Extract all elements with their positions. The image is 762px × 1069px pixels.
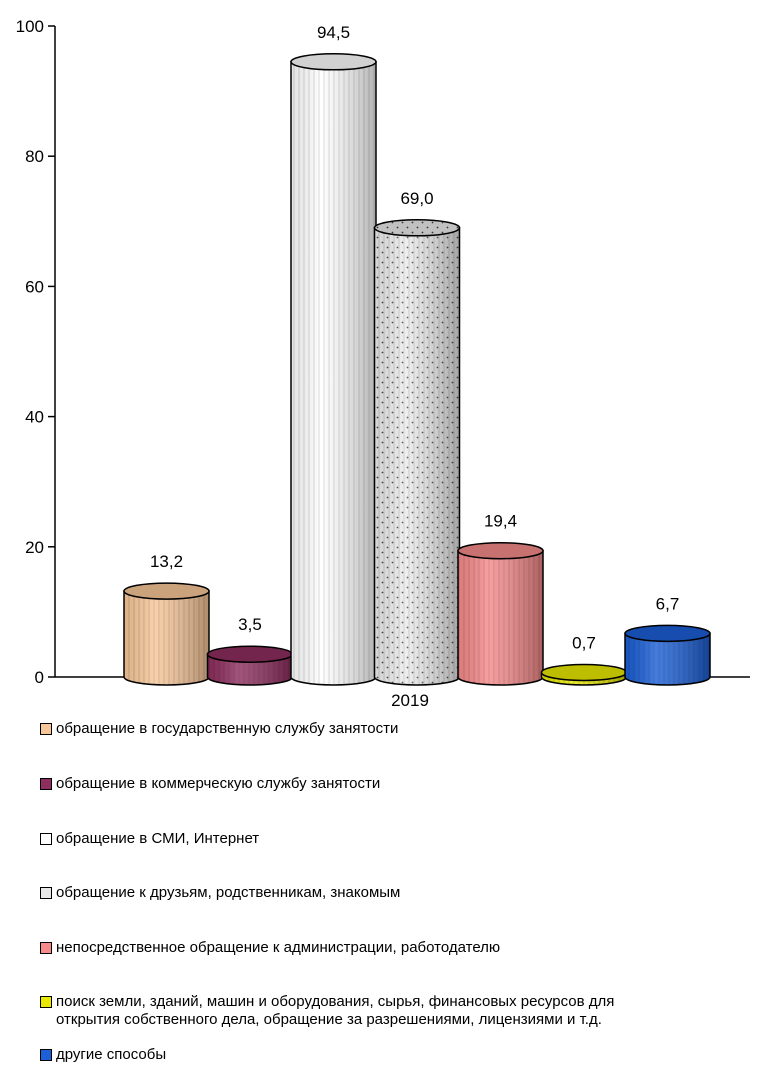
legend-item: непосредственное обращение к администрац…	[40, 939, 500, 957]
legend-swatch	[40, 942, 52, 954]
data-labels: 13,2 3,5 94,5 69,0 19,4 0,7 6,7	[150, 23, 679, 653]
y-tick-label: 80	[25, 147, 44, 166]
legend-item: обращение в государственную службу занят…	[40, 720, 398, 738]
bar	[123, 582, 210, 686]
data-label: 0,7	[572, 633, 596, 652]
bar	[373, 219, 461, 686]
bar	[290, 53, 377, 686]
bar	[540, 663, 628, 686]
legend-swatch	[40, 723, 52, 735]
legend-swatch	[40, 833, 52, 845]
legend-label: другие способы	[56, 1046, 167, 1063]
data-label: 19,4	[484, 512, 517, 531]
y-tick-label: 0	[35, 668, 44, 687]
data-label: 94,5	[317, 23, 350, 42]
legend-label: обращение к друзьям, родственникам, знак…	[56, 884, 401, 901]
legend-item: обращение в СМИ, Интернет	[40, 830, 259, 848]
data-label: 69,0	[400, 189, 433, 208]
legend-label: поиск земли, зданий, машин и оборудовани…	[56, 993, 615, 1028]
bar-chart: 0 20 40 60 80 100 2019 13,2 3,5 94,5 69,0 19,4 0,7 6…	[16, 17, 750, 710]
legend-label: непосредственное обращение к администрац…	[56, 939, 501, 956]
bar	[206, 645, 294, 686]
y-tick-label: 40	[25, 408, 44, 427]
legend-swatch	[40, 1049, 52, 1061]
y-tick-label: 20	[25, 538, 44, 557]
legend-item: обращение к друзьям, родственникам, знак…	[40, 884, 400, 902]
legend-item: поиск земли, зданий, машин и оборудовани…	[40, 993, 614, 1029]
bar	[624, 624, 711, 686]
bars	[123, 53, 711, 686]
legend-item: другие способы	[40, 1046, 166, 1064]
y-tick-label: 100	[16, 17, 44, 36]
data-label: 6,7	[656, 594, 680, 613]
legend-label: обращение в коммерческую службу занятост…	[56, 775, 381, 792]
bar	[457, 541, 544, 686]
data-label: 3,5	[238, 615, 262, 634]
legend-item: обращение в коммерческую службу занятост…	[40, 775, 380, 793]
legend-swatch	[40, 778, 52, 790]
legend-label: обращение в СМИ, Интернет	[56, 830, 260, 847]
legend-label: обращение в государственную службу занят…	[56, 720, 399, 737]
legend-swatch	[40, 996, 52, 1008]
y-tick-label: 60	[25, 277, 44, 296]
data-label: 13,2	[150, 552, 183, 571]
legend-swatch	[40, 887, 52, 899]
x-tick-label: 2019	[391, 691, 429, 710]
